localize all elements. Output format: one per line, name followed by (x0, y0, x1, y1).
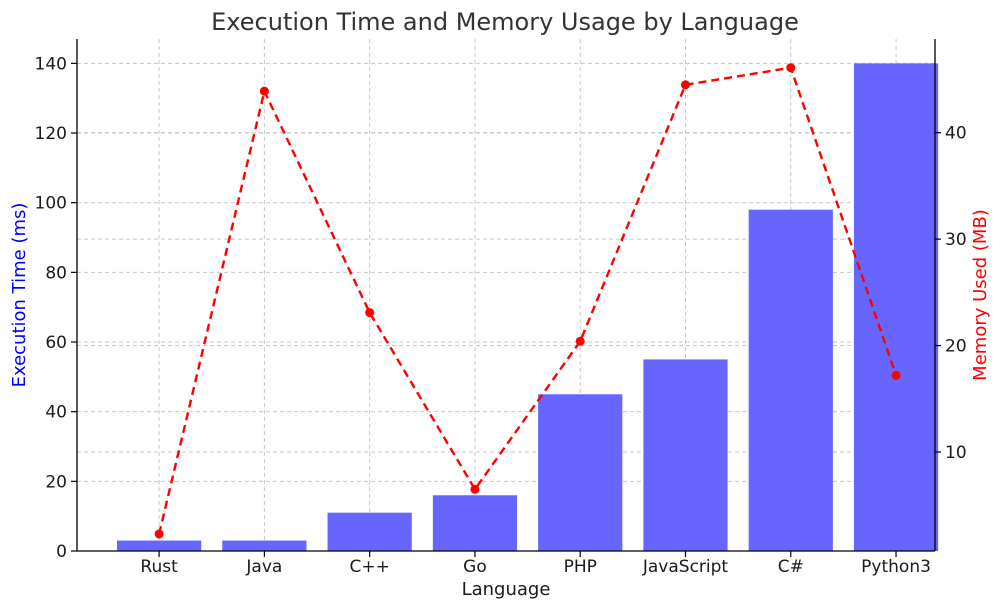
memory-point-c- (786, 63, 796, 73)
memory-series-line (157, 66, 898, 535)
y-tick-label-left: 140 (35, 54, 67, 74)
y-tick-label-right: 10 (945, 443, 967, 463)
y-tick-label-left: 20 (45, 472, 67, 492)
y-tick-label-right: 30 (945, 230, 967, 250)
memory-point-c- (365, 308, 375, 318)
ticks: 0 20 40 60 80 100 120 140 10 20 30 40 Rust Java C++ Go P… (35, 54, 967, 577)
y-tick-label-right: 20 (945, 337, 967, 357)
bar-python3 (853, 63, 939, 551)
x-tick-label: PHP (564, 557, 597, 577)
x-axis-title: Language (462, 579, 551, 600)
bar-rust (117, 540, 202, 551)
memory-point-java (259, 86, 269, 96)
memory-point-python3 (891, 370, 901, 380)
y-tick-label-left: 100 (35, 194, 67, 214)
memory-point-go (470, 484, 480, 494)
x-tick-label: Java (245, 557, 282, 577)
y-tick-label-right: 40 (945, 124, 967, 144)
chart-title: Execution Time and Memory Usage by Langu… (211, 8, 799, 36)
y-tick-label-left: 40 (45, 403, 67, 423)
bar-c- (748, 209, 833, 551)
bars-group (117, 63, 939, 551)
y-tick-label-left: 80 (45, 263, 67, 283)
memory-point-php (575, 336, 585, 346)
x-tick-label: Rust (140, 557, 178, 577)
bar-java (222, 540, 307, 551)
y-tick-label-left: 120 (35, 124, 67, 144)
x-tick-label: Go (463, 557, 487, 577)
x-tick-label: C++ (349, 557, 389, 577)
y-axis-title-right: Memory Used (MB) (970, 209, 991, 381)
memory-line-group (154, 63, 901, 539)
y-axis-title-left: Execution Time (ms) (9, 203, 30, 388)
y-tick-label-left: 60 (45, 333, 67, 353)
memory-point-rust (154, 529, 164, 539)
bar-c- (327, 512, 412, 551)
x-tick-label: JavaScript (642, 557, 729, 577)
bar-go (432, 495, 518, 551)
y-tick-label-left: 0 (56, 542, 67, 562)
memory-point-javascript (680, 80, 690, 90)
x-tick-label: Python3 (861, 557, 931, 577)
bar-javascript (643, 359, 728, 551)
x-tick-label: C# (778, 557, 804, 577)
axes (76, 39, 936, 552)
bar-php (538, 394, 623, 551)
